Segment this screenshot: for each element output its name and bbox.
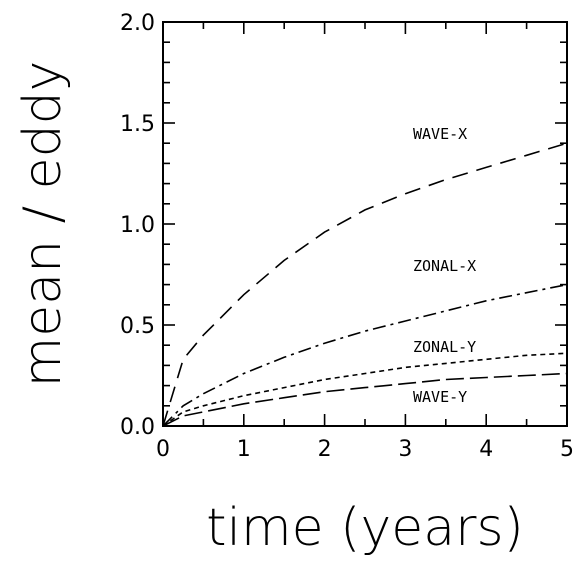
series-labels: WAVE-X ZONAL-X ZONAL-Y WAVE-Y bbox=[413, 125, 476, 406]
x-tick-label: 3 bbox=[398, 437, 412, 462]
series-line-zonal-y bbox=[162, 352, 568, 427]
tick-labels: 0 1 2 3 4 5 0.0 0.5 1.0 1.5 2.0 bbox=[120, 11, 574, 462]
axis-ticks bbox=[162, 21, 568, 427]
series-line-wave-x bbox=[162, 142, 568, 427]
series-label-wave-x: WAVE-X bbox=[413, 125, 467, 143]
x-tick-label: 5 bbox=[560, 437, 574, 462]
y-tick-label: 1.5 bbox=[120, 112, 155, 137]
y-tick-label: 0.0 bbox=[120, 415, 155, 440]
series-label-zonal-y: ZONAL-Y bbox=[413, 338, 476, 356]
series-line-wave-y bbox=[162, 372, 568, 427]
y-tick-label: 2.0 bbox=[120, 11, 155, 36]
x-tick-label: 2 bbox=[318, 437, 332, 462]
series-line-zonal-x bbox=[162, 283, 568, 427]
y-tick-label: 1.0 bbox=[120, 213, 155, 238]
series-lines bbox=[162, 142, 568, 427]
plot-frame bbox=[162, 21, 568, 427]
x-tick-label: 4 bbox=[479, 437, 493, 462]
x-tick-label: 0 bbox=[156, 437, 170, 462]
x-tick-label: 1 bbox=[237, 437, 251, 462]
x-axis-title: time (years) bbox=[206, 498, 524, 558]
series-label-wave-y: WAVE-Y bbox=[413, 388, 467, 406]
series-label-zonal-x: ZONAL-X bbox=[413, 257, 476, 275]
y-axis-title: mean / eddy bbox=[13, 61, 73, 388]
y-tick-label: 0.5 bbox=[120, 314, 155, 339]
